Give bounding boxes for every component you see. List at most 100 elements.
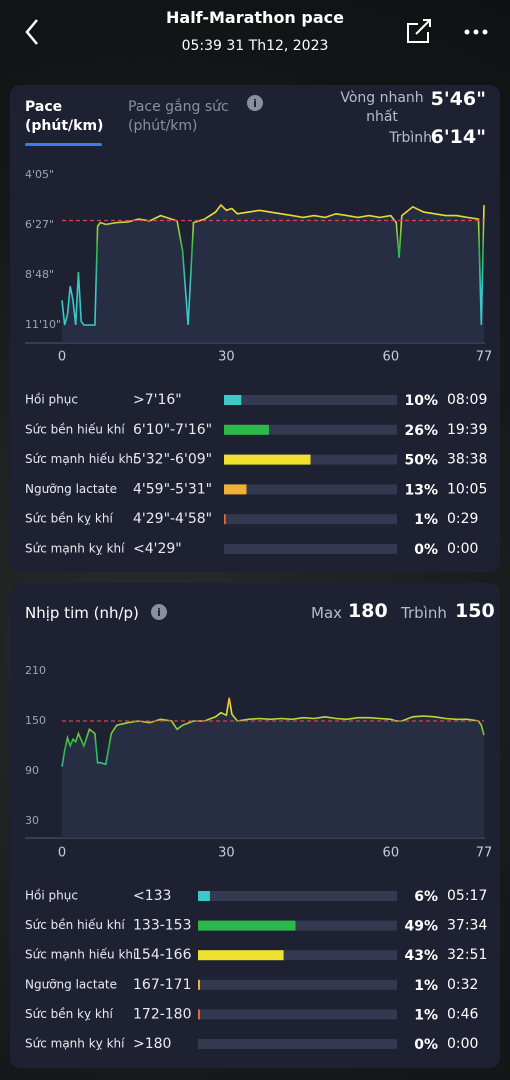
zone-time: 38:38: [447, 452, 487, 468]
back-button[interactable]: [25, 19, 38, 45]
datetime: 05:39 31 Th12, 2023: [181, 38, 329, 54]
average-label: Trbình: [401, 604, 447, 622]
svg-text:i: i: [253, 97, 257, 110]
zone-name: Sức bền hiếu khí: [25, 918, 125, 932]
zone-bar: [198, 979, 200, 990]
y-tick-label: 6'27": [25, 218, 54, 231]
more-button[interactable]: [464, 29, 488, 35]
zone-percent: 1%: [414, 978, 438, 994]
zone-bar: [198, 920, 296, 931]
area: [62, 205, 484, 343]
zone-track: [198, 979, 397, 990]
svg-text:i: i: [157, 606, 161, 619]
zone-name: Sức mạnh kỵ khí: [25, 1037, 125, 1051]
x-tick-label: 30: [218, 350, 235, 365]
x-tick-label: 60: [383, 846, 400, 861]
zone-track: [198, 1009, 397, 1020]
zone-range: 154-166: [133, 947, 192, 963]
zone-time: 0:29: [447, 511, 478, 527]
zone-bar: [198, 950, 284, 961]
zone-time: 0:00: [447, 1036, 478, 1052]
zone-range: 5'32"-6'09": [133, 452, 212, 468]
zone-range: >180: [133, 1036, 171, 1052]
tab-indicator: [25, 143, 102, 146]
zone-percent: 6%: [414, 889, 438, 905]
zone-time: 0:46: [447, 1006, 479, 1022]
zone-percent: 49%: [404, 919, 438, 935]
zone-percent: 26%: [404, 423, 438, 439]
tab[interactable]: Pace (phút/km): [25, 98, 103, 136]
zone-time: 08:09: [447, 392, 487, 408]
zone-bar: [198, 1009, 200, 1020]
zone-range: 4'59"-5'31": [133, 481, 212, 497]
zone-bar: [224, 514, 226, 525]
x-tick-label: 0: [58, 846, 66, 861]
x-tick-label: 60: [383, 350, 400, 365]
zone-track: [224, 424, 397, 435]
line: [61, 203, 485, 326]
zone-name: Sức mạnh hiếu khí: [25, 452, 137, 466]
tab[interactable]: Pace gắng sức (phút/km): [128, 98, 229, 136]
y-tick-label: 8'48": [25, 268, 54, 281]
zone-name: Sức bền kỵ khí: [25, 1007, 113, 1021]
zone-track: [198, 891, 397, 901]
max-value: 180: [348, 600, 388, 622]
zone-percent: 1%: [414, 1007, 438, 1023]
zone-bar: [224, 454, 311, 465]
zone-bar: [224, 484, 247, 495]
zone-name: Ngưỡng lactate: [25, 977, 117, 991]
zone-time: 0:32: [447, 977, 478, 993]
area: [62, 697, 484, 838]
average-value: 6'14": [430, 126, 486, 148]
zone-range: 6'10"-7'16": [133, 422, 212, 438]
zone-time: 19:39: [447, 422, 487, 438]
y-tick-label: 30: [25, 814, 39, 827]
y-tick-label: 4'05": [25, 168, 54, 181]
zone-range: 4'29"-4'58": [133, 511, 212, 527]
zone-range: <4'29": [133, 541, 182, 557]
zone-name: Hồi phục: [25, 393, 78, 407]
tab-unit: (phút/km): [25, 118, 104, 134]
share-button[interactable]: [407, 19, 431, 43]
zone-percent: 13%: [404, 482, 438, 498]
zone-range: >7'16": [133, 392, 182, 408]
x-tick-label: 77: [476, 350, 493, 365]
title: Half-Marathon pace: [166, 8, 344, 27]
y-tick-label: 90: [25, 764, 39, 777]
zone-name: Sức bền kỵ khí: [25, 512, 113, 526]
zone-time: 10:05: [447, 481, 487, 497]
hr-title: Nhịp tim (nh/p): [25, 604, 139, 622]
zone-track: [224, 544, 397, 554]
zone-bar: [224, 424, 269, 435]
zone-time: 32:51: [447, 947, 487, 963]
zone-track: [224, 395, 397, 405]
zone-track: [198, 950, 397, 961]
zone-name: Sức bền hiếu khí: [25, 422, 125, 436]
tab-label: Pace: [25, 99, 63, 115]
zone-percent: 0%: [414, 542, 438, 558]
average-label: Trbình: [389, 130, 432, 146]
zone-track: [198, 920, 397, 931]
zone-name: Ngưỡng lactate: [25, 482, 117, 496]
tab-unit: (phút/km): [128, 118, 198, 134]
x-tick-label: 77: [476, 846, 493, 861]
info-icon[interactable]: i: [151, 604, 167, 620]
fastest-lap-label: Vòng nhanh nhất: [340, 90, 424, 125]
zone-time: 37:34: [447, 918, 487, 934]
zone-range: 133-153: [133, 918, 192, 934]
zone-percent: 10%: [404, 393, 438, 409]
y-tick-label: 210: [25, 664, 46, 677]
zone-range: <133: [133, 888, 171, 904]
zone-track: [224, 514, 397, 525]
zone-percent: 1%: [414, 512, 438, 528]
tab-label: Pace gắng sức: [128, 99, 229, 115]
zone-range: 172-180: [133, 1006, 192, 1022]
zone-name: Sức mạnh hiếu khí: [25, 948, 137, 962]
y-tick-label: 150: [25, 714, 46, 727]
max-label: Max: [311, 604, 343, 622]
y-tick-label: 11'10": [25, 318, 61, 331]
info-icon[interactable]: i: [247, 95, 263, 111]
zone-range: 167-171: [133, 977, 192, 993]
